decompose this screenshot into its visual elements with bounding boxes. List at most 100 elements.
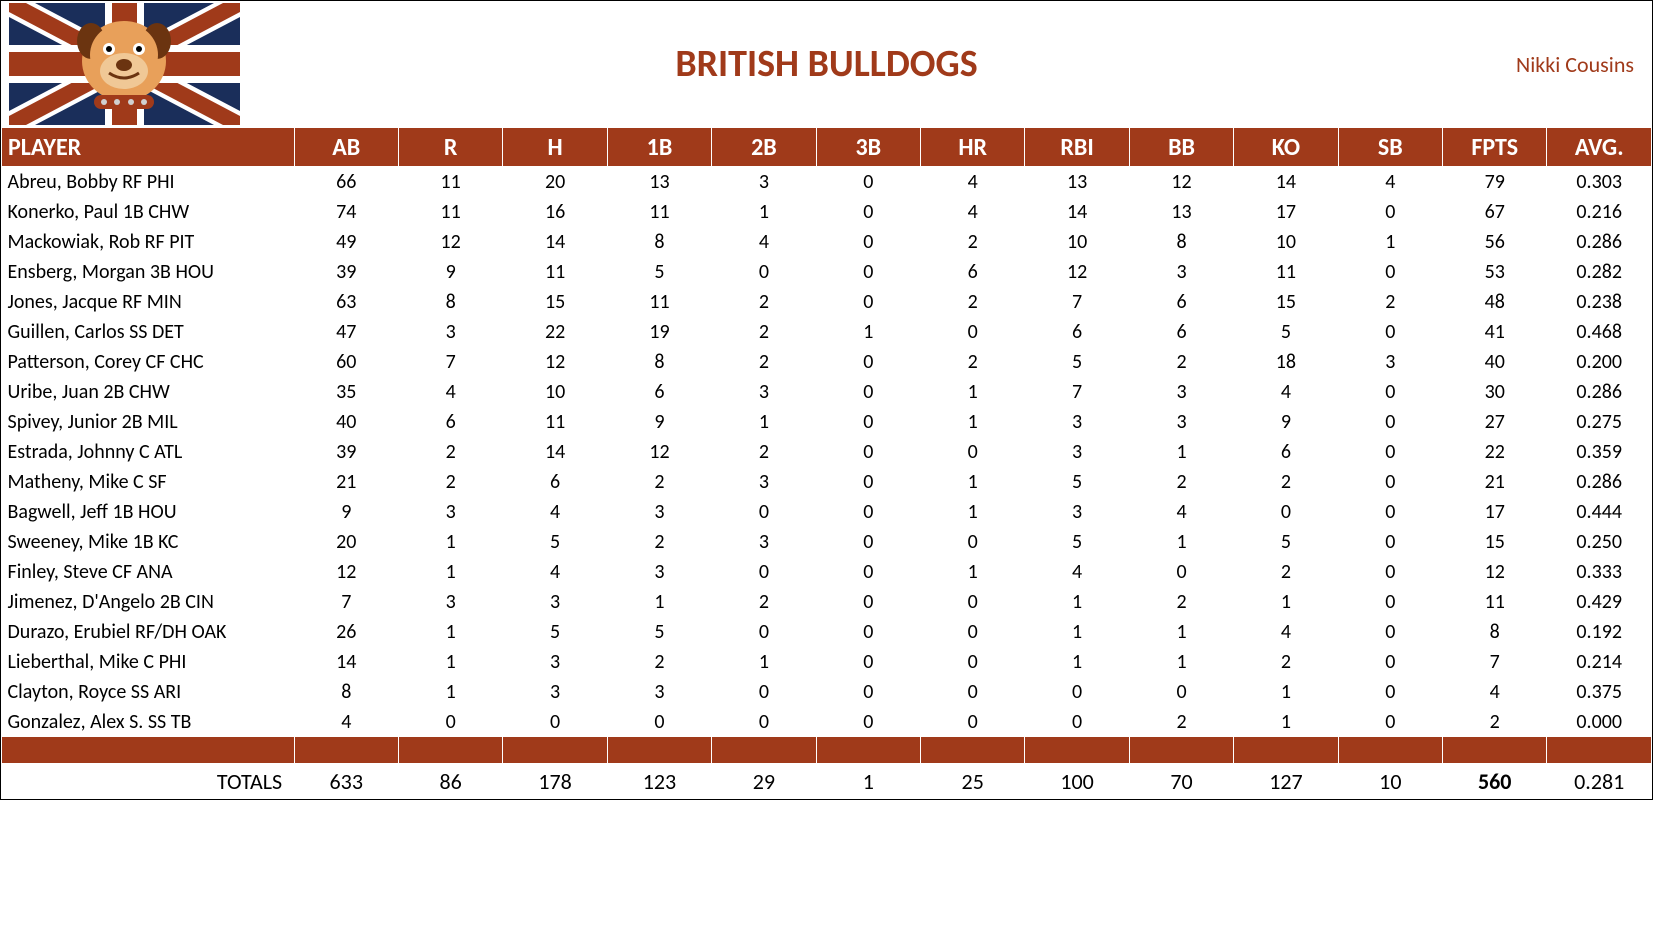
stat-h: 14 [503,227,607,257]
stat-fpts: 27 [1443,407,1547,437]
stat-b1: 12 [607,437,711,467]
stat-r: 2 [398,467,502,497]
stat-bb: 1 [1129,647,1233,677]
stat-b1: 19 [607,317,711,347]
stat-hr: 1 [921,557,1025,587]
player-name: Sweeney, Mike 1B KC [2,527,295,557]
stat-b2: 2 [712,587,816,617]
stat-sb: 0 [1338,317,1442,347]
stat-fpts: 53 [1443,257,1547,287]
stat-ab: 63 [294,287,398,317]
stat-ab: 39 [294,257,398,287]
totals-hr: 25 [921,763,1025,799]
stat-ab: 21 [294,467,398,497]
totals-h: 178 [503,763,607,799]
stat-avg: 0.216 [1547,197,1652,227]
player-name: Jones, Jacque RF MIN [2,287,295,317]
table-row: Patterson, Corey CF CHC60712820252183400… [2,347,1652,377]
stat-fpts: 4 [1443,677,1547,707]
team-title: BRITISH BULLDOGS [1,41,1652,87]
stat-sb: 0 [1338,617,1442,647]
stat-hr: 1 [921,467,1025,497]
table-row: Jimenez, D'Angelo 2B CIN73312001210110.4… [2,587,1652,617]
stat-hr: 1 [921,407,1025,437]
player-name: Jimenez, D'Angelo 2B CIN [2,587,295,617]
stat-b2: 3 [712,527,816,557]
stat-ko: 17 [1234,197,1338,227]
stat-ab: 60 [294,347,398,377]
stat-avg: 0.375 [1547,677,1652,707]
stat-bb: 3 [1129,377,1233,407]
stat-avg: 0.192 [1547,617,1652,647]
col-fpts: FPTS [1443,128,1547,167]
stat-fpts: 48 [1443,287,1547,317]
stat-hr: 1 [921,377,1025,407]
stat-ab: 14 [294,647,398,677]
stat-b1: 2 [607,467,711,497]
col-3b: 3B [816,128,920,167]
stat-ko: 9 [1234,407,1338,437]
stat-sb: 2 [1338,287,1442,317]
stat-b2: 2 [712,347,816,377]
stat-fpts: 7 [1443,647,1547,677]
col-player: PLAYER [2,128,295,167]
stat-fpts: 21 [1443,467,1547,497]
stat-ko: 18 [1234,347,1338,377]
stat-r: 6 [398,407,502,437]
stat-h: 14 [503,437,607,467]
stat-ab: 74 [294,197,398,227]
stat-fpts: 67 [1443,197,1547,227]
stat-rbi: 3 [1025,407,1129,437]
stat-b3: 0 [816,407,920,437]
stat-sb: 0 [1338,587,1442,617]
stat-hr: 0 [921,317,1025,347]
col-ko: KO [1234,128,1338,167]
stat-h: 6 [503,467,607,497]
stat-sb: 0 [1338,257,1442,287]
stat-bb: 1 [1129,437,1233,467]
stat-b3: 0 [816,347,920,377]
stat-bb: 6 [1129,317,1233,347]
player-name: Mackowiak, Rob RF PIT [2,227,295,257]
stat-h: 5 [503,617,607,647]
table-row: Durazo, Erubiel RF/DH OAK26155000114080.… [2,617,1652,647]
stat-ab: 20 [294,527,398,557]
stat-hr: 0 [921,527,1025,557]
totals-1b: 123 [607,763,711,799]
table-row: Abreu, Bobby RF PHI661120133041312144790… [2,167,1652,198]
stat-sb: 0 [1338,557,1442,587]
stat-sb: 0 [1338,437,1442,467]
stat-fpts: 17 [1443,497,1547,527]
col-ab: AB [294,128,398,167]
stat-fpts: 2 [1443,707,1547,737]
stat-hr: 0 [921,677,1025,707]
stat-b3: 0 [816,497,920,527]
stat-r: 8 [398,287,502,317]
stat-b1: 11 [607,287,711,317]
stat-bb: 6 [1129,287,1233,317]
stat-r: 7 [398,347,502,377]
player-name: Gonzalez, Alex S. SS TB [2,707,295,737]
stat-ab: 7 [294,587,398,617]
stat-b2: 1 [712,197,816,227]
stat-bb: 12 [1129,167,1233,198]
stat-b2: 0 [712,707,816,737]
stat-rbi: 7 [1025,377,1129,407]
player-name: Finley, Steve CF ANA [2,557,295,587]
stat-b3: 0 [816,167,920,198]
col-1b: 1B [607,128,711,167]
totals-rbi: 100 [1025,763,1129,799]
stat-b1: 8 [607,227,711,257]
stat-ab: 39 [294,437,398,467]
stat-h: 0 [503,707,607,737]
stat-hr: 0 [921,647,1025,677]
stat-rbi: 13 [1025,167,1129,198]
table-row: Finley, Steve CF ANA121430014020120.333 [2,557,1652,587]
stat-b3: 0 [816,197,920,227]
stat-sb: 0 [1338,707,1442,737]
stat-r: 1 [398,647,502,677]
stat-fpts: 79 [1443,167,1547,198]
stat-avg: 0.275 [1547,407,1652,437]
stat-bb: 0 [1129,677,1233,707]
stat-h: 3 [503,587,607,617]
